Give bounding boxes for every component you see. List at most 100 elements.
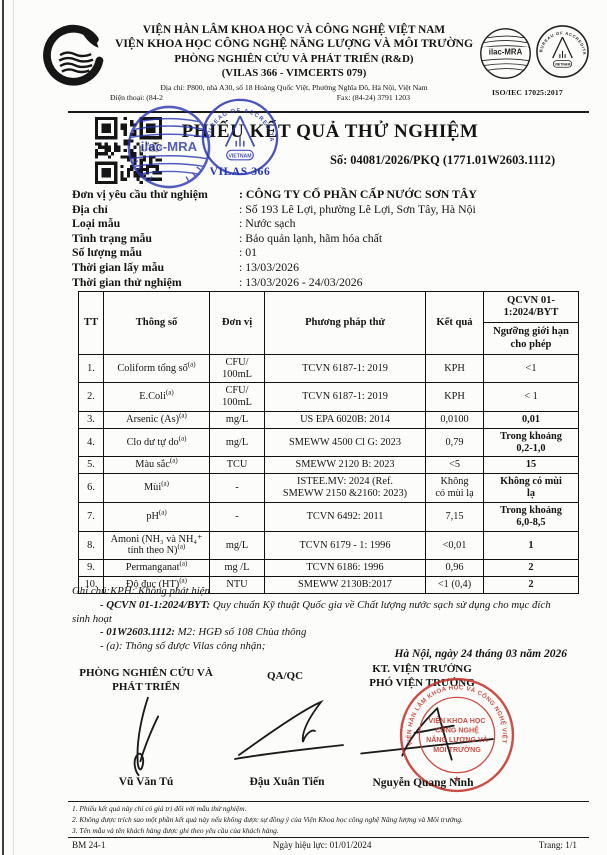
info-row: Số lượng mẫu : 01: [72, 245, 572, 260]
note-qcvn-code: - QCVN 01-1:2024/BYT:: [100, 598, 211, 611]
cell-param: E.Coli(a): [103, 382, 210, 412]
param-text: pH: [146, 510, 159, 522]
cell-limit: Trong khoảng 0,2-1,0: [483, 427, 579, 458]
param-footnote: (a): [177, 543, 186, 552]
cell-method: TCVN 6186: 1996: [264, 559, 426, 578]
cell-method: US EPA 6020B: 2014: [264, 411, 426, 429]
cell-result: Không có mùi lạ: [425, 473, 484, 503]
org-department: PHÒNG NGHIÊN CỨU VÀ PHÁT TRIỂN (R&D): [174, 53, 414, 65]
note-sample-code-id: - 01W2603.1112:: [100, 626, 175, 639]
qr-code: [95, 117, 162, 184]
cell-method: TCVN 6492: 2011: [264, 501, 426, 532]
param-footnote: (a): [158, 508, 167, 517]
col-header-unit: Đơn vị: [209, 291, 265, 355]
cell-param: Arsenic (As)(a): [103, 411, 210, 429]
sig-name-nguyen-quang-ninh: Nguyễn Quang Ninh: [372, 777, 474, 789]
note-qcvn-text: Quy chuẩn Kỹ thuật Quốc gia về Chất lượn…: [72, 598, 551, 625]
param-text: Arsenic (As): [126, 414, 180, 425]
cell-limit: Không có mùi lạ: [483, 473, 579, 503]
signature-nguyen-quang-ninh: [360, 707, 494, 761]
info-value: : 01: [239, 245, 258, 260]
param-footnote: (a): [179, 559, 188, 568]
ilac-mra-stamp-label: ilac-MRA: [141, 139, 198, 154]
header-divider: [68, 111, 589, 113]
cell-unit: -: [209, 501, 265, 532]
org-name-academy: VIỆN HÀN LÂM KHOA HỌC VÀ CÔNG NGHỆ VIỆT …: [142, 24, 446, 36]
footer-divider-bottom: [68, 837, 589, 838]
cell-limit: 2: [483, 559, 579, 578]
info-label: Loại mẫu: [72, 216, 121, 231]
org-name-institute: VIỆN KHOA HỌC CÔNG NGHỆ NĂNG LƯỢNG VÀ MÔ…: [114, 37, 474, 50]
scan-edge-artifact-light: [13, 0, 14, 855]
param-footnote: (a): [178, 434, 187, 443]
cell-unit: mg/L: [209, 427, 265, 458]
cell-tt: 8.: [78, 530, 104, 561]
org-accreditation: (VILAS 366 - VIMCERTS 079): [221, 67, 367, 79]
cell-method: SMEWW 2120 B: 2023: [264, 456, 426, 475]
table-header-row: TT Thông số Đơn vị Phương pháp thử Kết q…: [78, 290, 579, 355]
info-row: Thời gian thử nghiệm : 13/03/2026 - 24/0…: [72, 275, 572, 290]
red-stamp-center-line4: MÔI TRƯỜNG: [433, 745, 481, 754]
info-label: Số lượng mẫu: [72, 245, 142, 260]
sig-title-rnd: PHÒNG NGHIÊN CỨU VÀ PHÁT TRIỂN: [79, 667, 213, 693]
info-value: : Nước sạch: [239, 216, 296, 231]
param-footnote: (a): [165, 388, 174, 397]
cell-tt: 1.: [78, 353, 104, 384]
ilac-mra-stamp: ilac-MRA: [127, 105, 211, 189]
svg-text:BUREAU OF ACCREDITATION: BUREAU OF ACCREDITATION: [200, 97, 274, 143]
table-row: 8. Amoni (NH₃ và NH₄⁺ tính theo N)(a) mg…: [78, 530, 579, 561]
cell-result: 0,96: [425, 559, 484, 578]
cell-method: TCVN 6179 - 1: 1996: [264, 530, 426, 561]
cell-limit: 15: [483, 456, 579, 475]
param-text: Coliform tổng số: [117, 362, 188, 374]
param-footnote: (a): [169, 457, 178, 466]
table-row: 4. Clo dư tự do(a) mg/L SMEWW 4500 Cl G:…: [78, 427, 579, 458]
notes-block: Ghi chú:KPH: Không phát hiện - QCVN 01-1…: [72, 585, 552, 654]
cell-param: Màu sắc(a): [103, 456, 210, 475]
signature-dau-xuan-tien: [234, 699, 344, 760]
institute-logo: [43, 24, 104, 86]
boa-vietnam-label: VIETNAM: [555, 63, 571, 67]
cell-tt: 5.: [78, 456, 104, 475]
cell-param: Clo dư tự do(a): [103, 427, 210, 458]
footer-note-3: 3. Tên mẫu và tên khách hàng được ghi th…: [72, 825, 279, 835]
cell-param: Permanganat(a): [103, 559, 210, 578]
table-row: 6. Mùi(a) - ISTEE.MV: 2024 (Ref. SMEWW 2…: [78, 473, 579, 503]
col-header-result: Kết quả: [425, 291, 484, 355]
cell-param: pH(a): [103, 501, 210, 532]
red-stamp-star: ★: [453, 774, 461, 784]
cell-result: <5: [425, 456, 484, 475]
info-label: Thời gian lấy mẫu: [72, 259, 165, 274]
org-address: Địa chỉ: P800, nhà A30, số 18 Hoàng Quốc…: [160, 83, 428, 92]
cell-method: SMEWW 4500 Cl G: 2023: [264, 427, 426, 458]
boa-stamp-ring-text: BUREAU OF ACCREDITATION: [200, 97, 273, 143]
cell-tt: 9.: [78, 559, 104, 578]
info-label: Tình trạng mẫu: [72, 230, 152, 245]
date-place-line: Hà Nội, ngày 24 tháng 03 năm 2026: [394, 648, 567, 660]
param-footnote: (a): [187, 360, 196, 369]
param-text: Mùi: [144, 482, 162, 494]
info-row: Địa chỉ : Số 193 Lê Lợi, phường Lê Lợi, …: [72, 202, 572, 217]
cell-tt: 2.: [78, 382, 104, 412]
cell-result: KPH: [425, 353, 484, 384]
info-label: Thời gian thử nghiệm: [72, 274, 182, 289]
iso-certification-text: ISO/IEC 17025:2017: [492, 88, 563, 97]
cell-param: Amoni (NH₃ và NH₄⁺ tính theo N)(a): [103, 530, 210, 561]
footer-note-2: 2. Không được trích sao một phần kết quả…: [72, 814, 463, 824]
cell-param: Mùi(a): [103, 473, 210, 503]
info-row: Tình trạng mẫu : Bảo quản lạnh, hãm hóa …: [72, 231, 572, 246]
col-header-limit: Ngưỡng giới hạn cho phép: [483, 322, 579, 355]
document-number: Số: 04081/2026/PKQ (1771.01W2603.1112): [330, 153, 556, 167]
param-footnote: (a): [179, 411, 187, 420]
cell-unit: TCU: [209, 456, 265, 475]
param-text: Amoni (NH₃ và NH₄⁺ tính theo N): [110, 533, 203, 557]
param-text: Clo dư tự do: [126, 436, 179, 448]
sample-info-block: Đơn vị yêu cầu thử nghiệm : CÔNG TY CỔ P…: [72, 187, 572, 289]
info-label: Đơn vị yêu cầu thử nghiệm: [72, 187, 208, 201]
cell-result: KPH: [425, 382, 484, 412]
cell-unit: -: [209, 473, 265, 503]
red-stamp-center-line2: CÔNG NGHỆ: [435, 725, 479, 734]
cell-limit: 1: [483, 530, 579, 561]
param-text: Màu sắc: [135, 459, 170, 471]
